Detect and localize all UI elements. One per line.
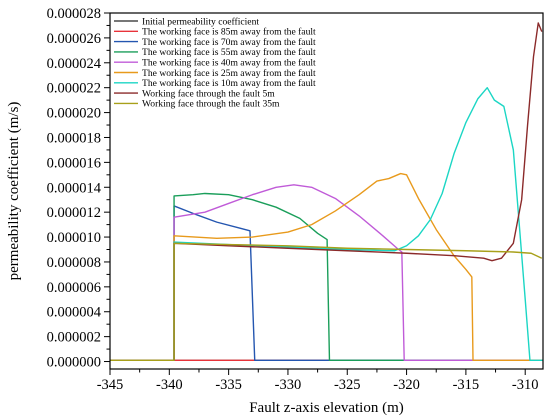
x-tick-label: -310 bbox=[512, 377, 539, 393]
y-tick-label: 0.000006 bbox=[47, 280, 101, 296]
y-tick-label: 0.000024 bbox=[47, 56, 102, 72]
y-tick-label: 0.000022 bbox=[47, 81, 101, 97]
legend-label-2: The working face is 85m away from the fa… bbox=[142, 27, 316, 38]
series-line-4 bbox=[110, 192, 543, 361]
x-tick-label: -315 bbox=[453, 377, 480, 393]
series-line-6 bbox=[110, 172, 543, 361]
legend-label-5: The working face is 40m away from the fa… bbox=[142, 58, 316, 69]
x-axis-title: Fault z-axis elevation (m) bbox=[249, 400, 404, 416]
x-tick-label: -325 bbox=[334, 377, 361, 393]
series-line-7 bbox=[110, 86, 543, 361]
legend-label-8: Working face through the fault 5m bbox=[142, 88, 275, 99]
legend-label-9: Working face through the fault 35m bbox=[142, 99, 280, 110]
y-tick-label: 0.000000 bbox=[47, 355, 101, 371]
y-tick-label: 0.000028 bbox=[47, 6, 101, 22]
x-tick-label: -335 bbox=[215, 377, 242, 393]
y-tick-label: 0.000004 bbox=[47, 305, 102, 321]
x-tick-label: -340 bbox=[156, 377, 183, 393]
x-tick-label: -345 bbox=[97, 377, 124, 393]
y-tick-label: 0.000014 bbox=[47, 180, 102, 196]
x-tick-label: -320 bbox=[393, 377, 420, 393]
series-line-3 bbox=[110, 205, 543, 361]
y-tick-label: 0.000010 bbox=[47, 230, 101, 246]
y-tick-label: 0.000020 bbox=[47, 106, 101, 122]
legend-label-7: The working face is 10m away from the fa… bbox=[142, 78, 316, 89]
series-line-5 bbox=[110, 184, 543, 361]
x-tick-label: -330 bbox=[275, 377, 302, 393]
y-tick-label: 0.000016 bbox=[47, 155, 101, 171]
legend-label-6: The working face is 25m away from the fa… bbox=[142, 68, 316, 79]
y-tick-label: 0.000012 bbox=[47, 205, 101, 221]
y-tick-label: 0.000026 bbox=[47, 31, 101, 47]
legend-label-1: Initial permeability coefficient bbox=[142, 16, 259, 27]
y-tick-label: 0.000008 bbox=[47, 255, 101, 271]
legend-label-4: The working face is 55m away from the fa… bbox=[142, 47, 316, 58]
y-tick-label: 0.000018 bbox=[47, 130, 101, 146]
legend-label-3: The working face is 70m away from the fa… bbox=[142, 37, 316, 48]
series-line-8 bbox=[110, 22, 543, 361]
tick-labels: -345 -340 -335 -330 -325 -320 -315 -310 0.000000… bbox=[47, 6, 539, 393]
y-tick-label: 0.000002 bbox=[47, 330, 101, 346]
plot-area-frame bbox=[109, 12, 544, 370]
y-axis-title: permeability coefficient (m/s) bbox=[6, 102, 22, 281]
series-line-9 bbox=[110, 242, 543, 361]
series-layer bbox=[110, 22, 543, 361]
